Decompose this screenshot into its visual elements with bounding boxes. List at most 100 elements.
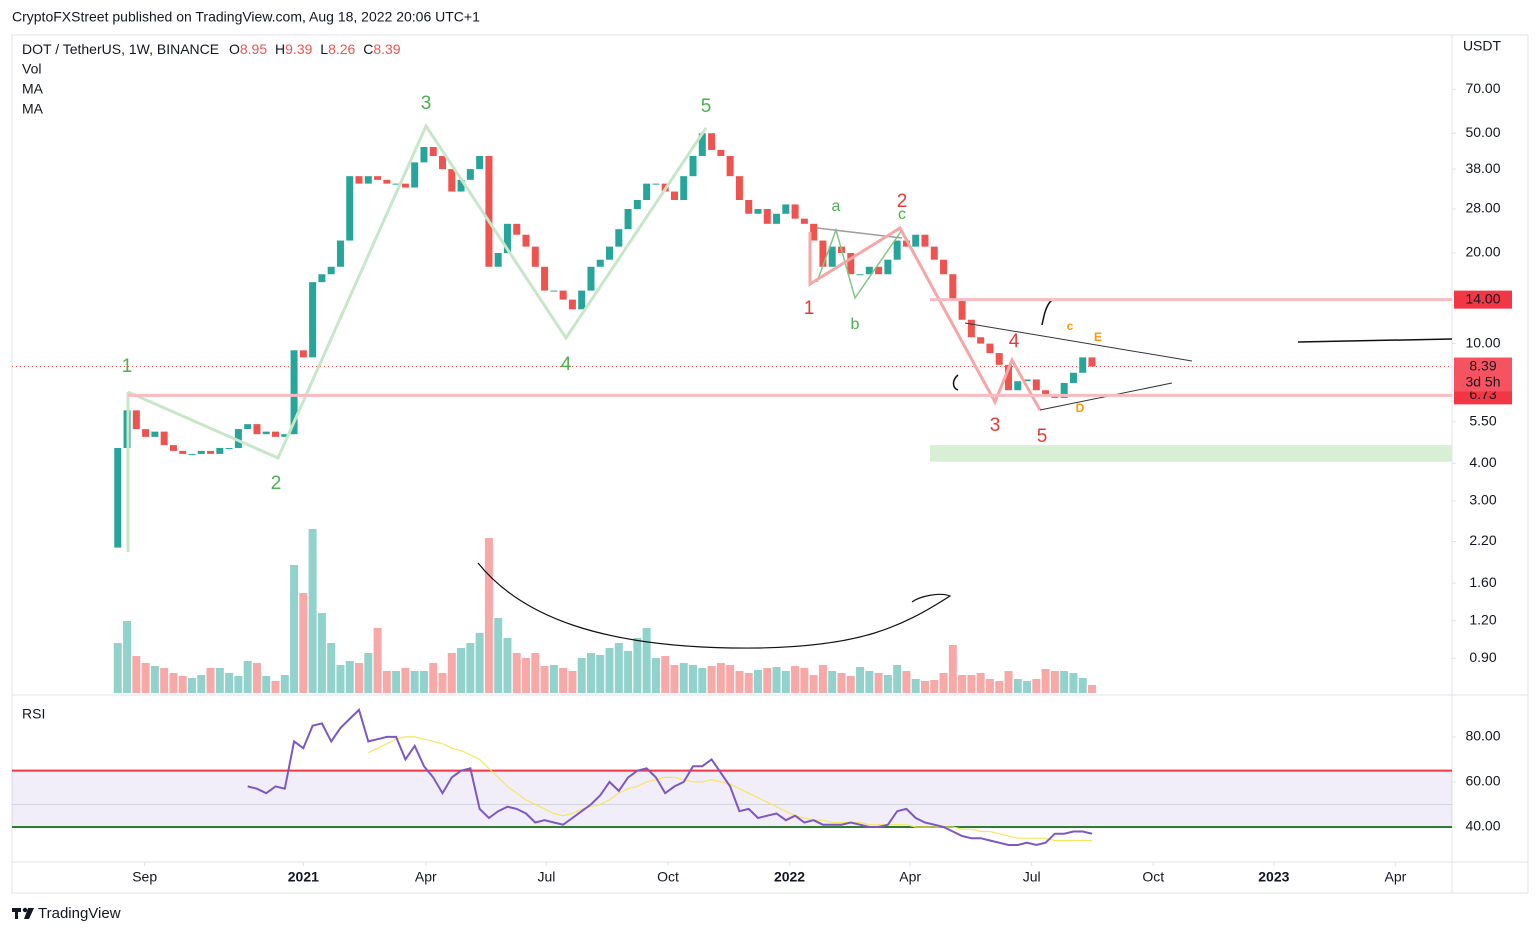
frame [11, 34, 1529, 894]
volume-bar [967, 675, 976, 693]
volume-bar [484, 538, 493, 693]
indicator-label: MA [22, 101, 44, 117]
candle-body [884, 259, 892, 275]
candle-body [865, 266, 873, 275]
last-price-box [1454, 357, 1512, 392]
candle-body [689, 156, 697, 177]
y-tick-label: 38.00 [1465, 160, 1500, 176]
candle-body [188, 453, 196, 455]
x-tick-label: 2021 [288, 869, 319, 885]
legend: DOT / TetherUS, 1W, BINANCE O8.95 H9.39 … [22, 41, 401, 57]
volume-bar [317, 613, 326, 693]
candle-body [800, 218, 808, 224]
candle-body [132, 410, 140, 430]
volume-bar [726, 665, 735, 693]
volume-bar [522, 658, 531, 693]
wave-label: c [898, 206, 906, 223]
candle-body [531, 246, 539, 267]
candle-body [151, 431, 159, 437]
y-tick-label: 60.00 [1465, 773, 1500, 789]
volume-bar [1050, 671, 1059, 693]
y-tick-label: 80.00 [1465, 728, 1500, 744]
logo [12, 907, 34, 919]
last-price-label: 8.39 [1469, 357, 1496, 373]
volume-bar [856, 667, 865, 693]
candle-body [160, 431, 168, 446]
candle-body [782, 204, 790, 214]
volume-bar [642, 628, 651, 693]
candle-body [346, 176, 354, 241]
volume-bar [392, 671, 401, 693]
wave-drawing [816, 227, 903, 300]
ohlc-value: 8.39 [373, 41, 400, 57]
candle-body [197, 450, 205, 454]
volume-bar [169, 673, 178, 693]
trend-line [1297, 338, 1453, 343]
indicator-label: Vol [22, 61, 41, 77]
ohlc-value: 8.26 [328, 41, 355, 57]
candle-body [327, 266, 335, 275]
candle-body [587, 266, 595, 291]
candle-body [1079, 357, 1087, 373]
candle-body [281, 434, 289, 437]
candle-body [995, 353, 1003, 365]
candle-body [272, 431, 280, 437]
header: CryptoFXStreet published on TradingView.… [12, 9, 480, 25]
symbol: DOT / TetherUS, 1W, BINANCE [22, 41, 219, 57]
y-tick-label: 4.00 [1469, 454, 1496, 470]
candle-body [207, 450, 215, 454]
volume-bar [401, 668, 410, 693]
volume-bar [791, 666, 800, 693]
wave-label: c [1067, 319, 1074, 333]
volume-bar [911, 679, 920, 693]
candle-body [439, 156, 447, 170]
wave-label: 3 [990, 415, 1001, 436]
volume-bar [252, 663, 261, 693]
volume-bar [1060, 671, 1069, 693]
volume-bar [596, 655, 605, 693]
volume-bar [958, 675, 967, 693]
volume-bar [865, 671, 874, 693]
volume-bar [809, 675, 818, 693]
volume-bar [651, 658, 660, 693]
candle-body [643, 183, 651, 200]
volume-bar [429, 663, 438, 693]
volume-bar [113, 643, 122, 693]
wave-label: E [1094, 330, 1102, 344]
ohlc-label: C [363, 41, 373, 57]
candle-body [299, 350, 307, 358]
volume-bar [800, 668, 809, 693]
volume-bar [197, 675, 206, 693]
volume-bar [568, 671, 577, 693]
rsi-line [247, 708, 1093, 847]
y-tick-label: 0.90 [1469, 649, 1496, 665]
candle-body [921, 234, 929, 247]
volume-bar [874, 673, 883, 693]
candle-body [1042, 390, 1050, 395]
candle-body [420, 146, 428, 163]
volume-bar [716, 663, 725, 693]
candle-body [225, 447, 233, 449]
candle-body [1069, 372, 1077, 383]
volume-bar [364, 653, 373, 693]
candle-body [318, 274, 326, 283]
support-zone [930, 445, 1452, 462]
candle-body [169, 445, 177, 451]
ohlc-label: L [320, 41, 328, 57]
candle-body [114, 447, 122, 548]
volume-bar [457, 648, 466, 693]
candle-body [810, 223, 818, 241]
volume-bar [1078, 678, 1087, 693]
x-tick-label: Jul [537, 869, 555, 885]
volume-bar [503, 638, 512, 693]
y-tick-label: 20.00 [1465, 244, 1500, 260]
volume-bar [438, 673, 447, 693]
x-tick-label: Apr [899, 869, 921, 885]
candle-body [819, 240, 827, 267]
candle-body [578, 290, 586, 310]
currency: USDT [1463, 38, 1502, 54]
volume-bar [1032, 679, 1041, 693]
x-tick-label: Jul [1023, 869, 1041, 885]
ohlc-label: O [229, 41, 240, 57]
